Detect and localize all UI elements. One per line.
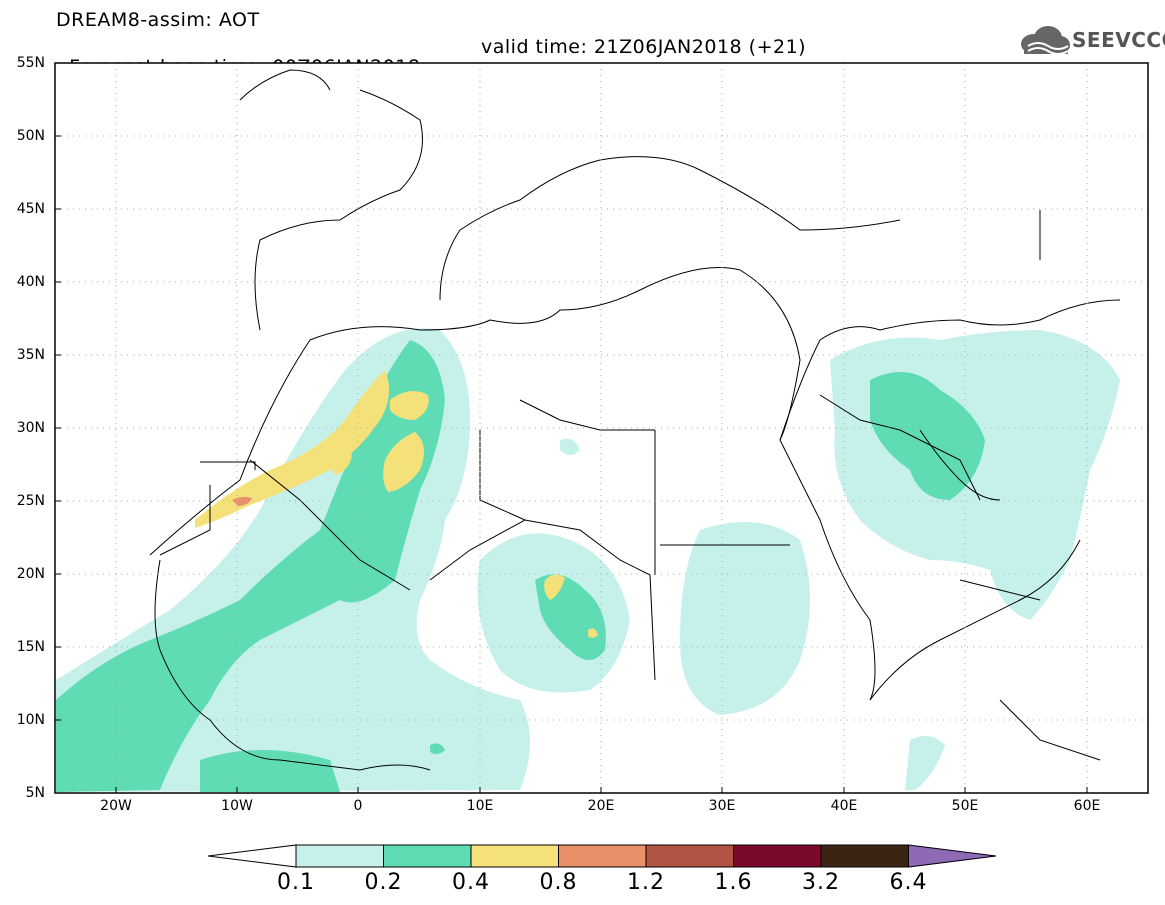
cloud-icon (1021, 26, 1070, 55)
colorbar-low-triangle (207, 844, 297, 868)
colorbar-label: 6.4 (889, 870, 928, 895)
lat-label: 55N (16, 55, 45, 71)
colorbar (207, 844, 997, 868)
lat-label: 15N (16, 639, 45, 655)
colorbar-label: 1.6 (714, 870, 753, 895)
colorbar-label: 0.8 (539, 870, 578, 895)
lon-label: 50E (951, 798, 979, 814)
lon-label: 10E (466, 798, 494, 814)
colorbar-bin (820, 844, 909, 868)
colorbar-bin (470, 844, 559, 868)
lat-label: 25N (16, 493, 45, 509)
lat-label: 45N (16, 201, 45, 217)
lon-label: 20E (587, 798, 615, 814)
seevccc-logo: SEEVCCC (1018, 24, 1165, 58)
logo-text: SEEVCCC (1072, 28, 1165, 52)
colorbar-label: 3.2 (802, 870, 840, 895)
lon-label: 20W (100, 798, 132, 814)
lat-label: 10N (16, 712, 45, 728)
map-title: DREAM8-assim: AOT (56, 9, 260, 31)
graticule (55, 63, 1148, 793)
lon-label: 40E (830, 798, 858, 814)
lat-label: 50N (16, 128, 45, 144)
colorbar-bin (645, 844, 734, 868)
axis-ticks (55, 135, 1088, 793)
lon-label: 60E (1073, 798, 1101, 814)
colorbar-bin (295, 844, 384, 868)
colorbar-label: 0.2 (364, 870, 403, 895)
lat-label: 35N (16, 347, 45, 363)
lat-label: 5N (25, 785, 45, 801)
coastlines (149, 69, 1121, 771)
colorbar-bin (733, 844, 822, 868)
valid-time: valid time: 21Z06JAN2018 (+21) (481, 36, 807, 58)
colorbar-high-triangle (908, 844, 997, 868)
lon-label: 0 (353, 798, 363, 814)
colorbar-bin (383, 844, 472, 868)
aot-field-medium (56, 340, 985, 792)
colorbar-bin (558, 844, 647, 868)
lon-label: 10W (221, 798, 253, 814)
lat-label: 20N (16, 566, 45, 582)
lat-label: 30N (16, 420, 45, 436)
colorbar-label: 0.4 (452, 870, 490, 895)
colorbar-label: 1.2 (627, 870, 665, 895)
lon-label: 30E (708, 798, 736, 814)
colorbar-label: 0.1 (277, 870, 315, 895)
lat-label: 40N (16, 274, 45, 290)
aot-field-high (195, 370, 598, 638)
